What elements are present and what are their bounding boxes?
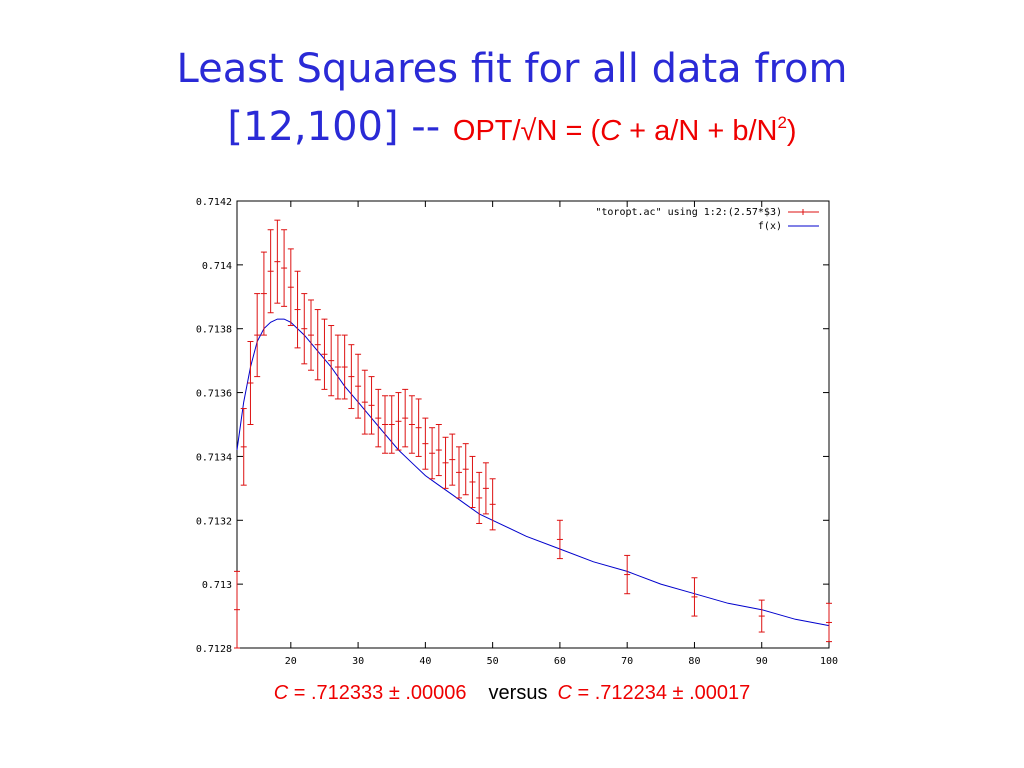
title-range: [12,100] -- bbox=[227, 104, 441, 150]
slide-title: Least Squares fit for all data from [12,… bbox=[0, 42, 1024, 158]
result-comparison: C = .712333 ± .00006 versus C = .712234 ± … bbox=[0, 682, 1024, 705]
formula-constant: C bbox=[600, 115, 622, 147]
result-2-value: = .712234 ± .00017 bbox=[571, 682, 751, 704]
x-tick-label: 40 bbox=[419, 656, 431, 667]
x-tick-label: 80 bbox=[688, 656, 700, 667]
x-tick-label: 90 bbox=[756, 656, 768, 667]
x-tick-label: 50 bbox=[487, 656, 499, 667]
result-1-constant: C bbox=[273, 682, 289, 704]
title-line-1: Least Squares fit for all data from bbox=[176, 46, 848, 92]
title-line-2: [12,100] -- OPT/√N = (C + a/N + b/N2) bbox=[0, 96, 1024, 158]
y-tick-label: 0.7142 bbox=[196, 197, 232, 208]
formula-exponent: 2 bbox=[777, 113, 787, 132]
legend-label-fit: f(x) bbox=[758, 221, 782, 232]
formula-part-2: + a/N + b/N bbox=[621, 115, 778, 147]
legend-label-data: "toropt.ac" using 1:2:(2.57*$3) bbox=[595, 207, 782, 218]
y-tick-label: 0.713 bbox=[202, 580, 232, 591]
fit-curve-line bbox=[236, 318, 830, 627]
x-tick-label: 70 bbox=[621, 656, 633, 667]
x-tick-label: 30 bbox=[352, 656, 364, 667]
x-tick-label: 20 bbox=[285, 656, 297, 667]
y-tick-label: 0.714 bbox=[202, 261, 232, 272]
y-tick-label: 0.7134 bbox=[196, 452, 232, 463]
formula-part-3: ) bbox=[786, 115, 797, 147]
formula-part-1: OPT/√N = ( bbox=[452, 115, 601, 147]
x-tick-label: 100 bbox=[820, 656, 838, 667]
title-formula: OPT/√N = (C + a/N + b/N2) bbox=[452, 113, 797, 147]
x-tick-label: 60 bbox=[554, 656, 566, 667]
y-tick-label: 0.7132 bbox=[196, 516, 232, 527]
result-1-value: = .712333 ± .00006 bbox=[288, 682, 467, 704]
result-2-constant: C bbox=[557, 682, 572, 704]
versus-label: versus bbox=[488, 682, 548, 704]
y-tick-label: 0.7136 bbox=[196, 389, 232, 400]
y-tick-label: 0.7128 bbox=[196, 644, 232, 655]
plot-frame bbox=[236, 200, 830, 649]
y-tick-label: 0.7138 bbox=[196, 325, 232, 336]
